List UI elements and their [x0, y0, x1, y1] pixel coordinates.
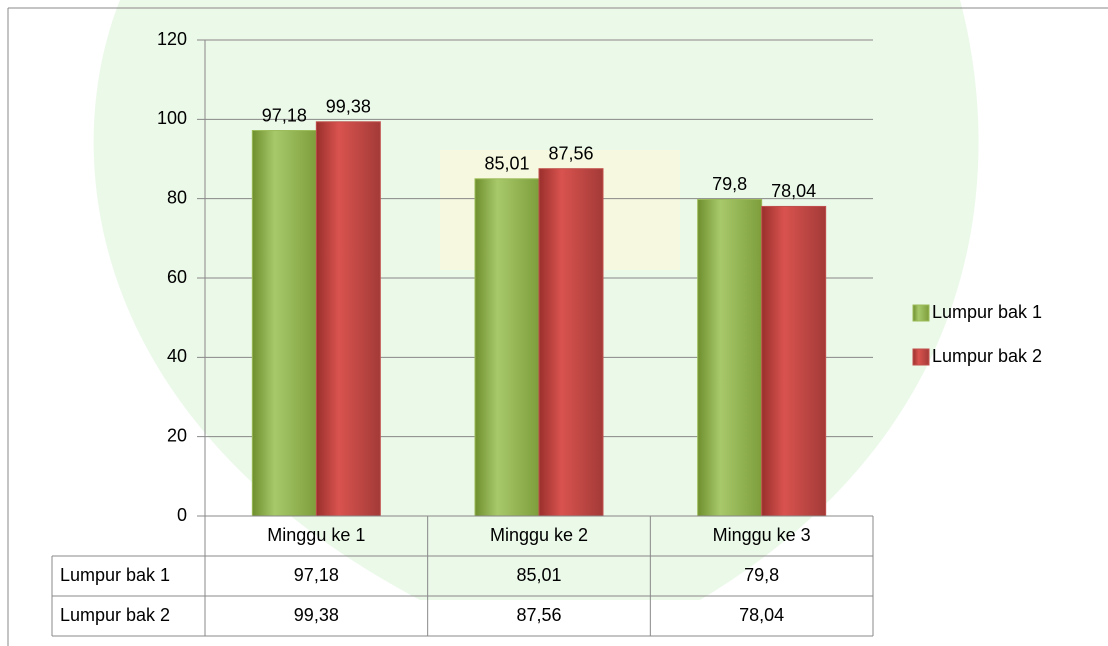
y-tick-label: 40 — [167, 346, 187, 366]
bar — [538, 168, 604, 517]
bar — [251, 130, 317, 517]
x-tick-label: Minggu ke 2 — [490, 525, 588, 545]
table-cell: 97,18 — [294, 565, 339, 585]
table-cell: 99,38 — [294, 605, 339, 625]
table-row-header: Lumpur bak 2 — [60, 605, 170, 625]
data-label: 97,18 — [262, 105, 307, 125]
table-cell: 87,56 — [516, 605, 561, 625]
bar — [315, 121, 381, 517]
data-label: 87,56 — [548, 143, 593, 163]
data-label: 99,38 — [326, 97, 371, 117]
y-tick-label: 0 — [177, 505, 187, 525]
bar — [761, 205, 827, 517]
table-cell: 85,01 — [516, 565, 561, 585]
data-label: 78,04 — [771, 181, 816, 201]
x-tick-label: Minggu ke 3 — [713, 525, 811, 545]
table-row-header: Lumpur bak 1 — [60, 565, 170, 585]
y-tick-label: 100 — [157, 108, 187, 128]
y-tick-label: 120 — [157, 29, 187, 49]
legend-label: Lumpur bak 1 — [932, 302, 1042, 322]
bar — [697, 198, 763, 517]
data-label: 79,8 — [712, 174, 747, 194]
legend-label: Lumpur bak 2 — [932, 346, 1042, 366]
legend-swatch — [912, 304, 930, 322]
data-label: 85,01 — [484, 154, 529, 174]
y-tick-label: 20 — [167, 425, 187, 445]
y-tick-label: 80 — [167, 187, 187, 207]
x-tick-label: Minggu ke 1 — [267, 525, 365, 545]
table-cell: 79,8 — [744, 565, 779, 585]
bar — [474, 178, 540, 517]
table-cell: 78,04 — [739, 605, 784, 625]
legend-swatch — [912, 348, 930, 366]
y-tick-label: 60 — [167, 267, 187, 287]
